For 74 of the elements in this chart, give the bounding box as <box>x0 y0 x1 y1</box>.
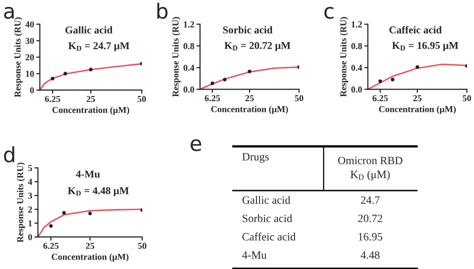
category-label: Sorbic acid <box>242 214 292 222</box>
y-tick-label: 0.0 <box>351 86 362 93</box>
point <box>378 79 382 84</box>
y-tick-label: 3 <box>28 192 32 199</box>
x-tick-label: 50 <box>462 95 472 102</box>
data-label: 16.95 <box>358 233 382 241</box>
y-tick-label: 1.2 <box>352 21 362 28</box>
x-axis-title: Concentration (μM) <box>379 106 456 114</box>
x-axis-title: Concentration (μM) <box>52 254 128 262</box>
y-tick-label: 2 <box>28 206 32 212</box>
x-tick-label: 6.25 <box>204 95 220 102</box>
data-label: 4.48 <box>360 251 380 259</box>
annotation: Gallic acid <box>65 26 112 34</box>
data-label: 20.72 <box>358 214 382 222</box>
y-tick-label: 0.4 <box>184 64 194 71</box>
x-tick-label: 6.25 <box>44 96 60 102</box>
x-tick-label: 25 <box>86 96 95 102</box>
y-tick-label: 40 <box>25 21 34 28</box>
y-tick-label: 10 <box>26 70 34 77</box>
annotation: 4-Mu <box>76 170 100 178</box>
point <box>222 78 227 82</box>
data-label: 24.7 <box>361 196 380 204</box>
point <box>390 78 394 82</box>
annotation: K$_{D}$ = 20.72 μM <box>224 42 290 52</box>
point <box>248 70 252 74</box>
x-tick-label: 25 <box>413 95 422 102</box>
text: e <box>190 139 202 152</box>
point <box>49 224 53 228</box>
point <box>88 68 93 72</box>
annotation: K$_{D}$ = 4.48 μM <box>68 187 129 196</box>
point <box>88 212 92 216</box>
annotation: Caffeic acid <box>389 26 442 34</box>
y-tick-label: 5 <box>28 165 32 172</box>
x-tick-label: 6.25 <box>372 95 388 102</box>
y-axis-title: Response Units (RU) <box>340 17 348 97</box>
y-tick-label: 0.8 <box>184 43 194 50</box>
y-tick-label: 0.4 <box>351 64 362 71</box>
text: a <box>4 6 14 19</box>
text: Omicron RBD K$_{D}$ (μM) <box>338 156 402 180</box>
y-tick-label: 30 <box>26 38 34 44</box>
category-label: 4-Mu <box>242 251 266 259</box>
x-tick-label: 25 <box>245 95 254 102</box>
y-tick-label: 1.2 <box>184 21 194 28</box>
point <box>50 76 54 80</box>
category-label: Caffeic acid <box>242 232 296 240</box>
category-label: Gallic acid <box>242 196 290 204</box>
annotation: Sorbic acid <box>223 26 272 34</box>
text: b <box>157 2 168 19</box>
point <box>416 65 420 69</box>
x-axis-title: Concentration (μM) <box>211 106 288 114</box>
text: Drugs <box>242 153 269 163</box>
x-axis-title: Concentration (μM) <box>52 106 130 115</box>
x-tick-label: 6.25 <box>43 242 59 249</box>
y-axis-title: Response Units (RU) <box>172 17 180 97</box>
y-tick-label: 0.0 <box>184 86 194 93</box>
y-tick-label: 0 <box>30 87 34 94</box>
text: d <box>4 146 14 162</box>
x-tick-label: 25 <box>86 242 94 249</box>
text: c <box>324 6 334 19</box>
y-tick-label: 0.8 <box>351 43 362 50</box>
point <box>210 82 214 86</box>
y-tick-label: 4 <box>28 178 32 185</box>
y-tick-label: 0 <box>28 234 32 240</box>
y-axis-title: Response Units (RU) <box>16 162 26 242</box>
x-tick-label: 50 <box>138 96 146 102</box>
annotation: K$_{D}$ = 16.95 μM <box>392 42 458 52</box>
y-axis-title: Response Units (RU) <box>14 17 22 98</box>
x-tick-label: 50 <box>294 95 304 102</box>
point <box>62 210 66 215</box>
point <box>63 72 68 76</box>
annotation: K$_{D}$ = 24.7 μM <box>68 42 130 52</box>
y-tick-label: 20 <box>26 54 34 60</box>
x-tick-label: 50 <box>138 242 146 249</box>
y-tick-label: 1 <box>28 220 32 226</box>
